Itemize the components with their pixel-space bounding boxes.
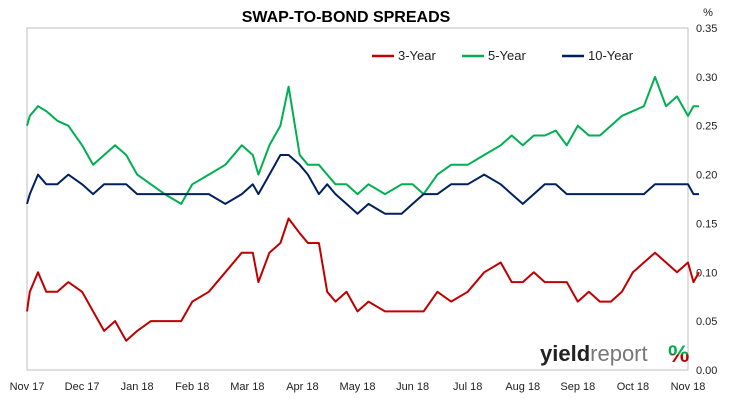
svg-text:yieldreport: yieldreport bbox=[540, 341, 648, 366]
y-tick-label: 0.15 bbox=[696, 218, 717, 230]
x-tick-label: Oct 18 bbox=[617, 381, 649, 393]
x-tick-label: Aug 18 bbox=[505, 381, 540, 393]
x-tick-label: Dec 17 bbox=[65, 381, 100, 393]
x-tick-label: Jul 18 bbox=[453, 381, 482, 393]
yieldreport-watermark: yieldreport % bbox=[540, 341, 689, 368]
legend-label: 5-Year bbox=[488, 48, 526, 63]
x-tick-label: Nov 18 bbox=[671, 381, 706, 393]
plot-frame bbox=[26, 27, 689, 371]
x-tick-label: Nov 17 bbox=[10, 381, 45, 393]
watermark-percent-symbol: % bbox=[668, 341, 689, 368]
series-lines bbox=[26, 75, 700, 342]
x-tick-label: Feb 18 bbox=[175, 381, 209, 393]
watermark-word-report: report bbox=[590, 341, 647, 366]
x-tick-label: Apr 18 bbox=[286, 381, 318, 393]
x-tick-label: Jan 18 bbox=[121, 381, 154, 393]
x-tick-label: May 18 bbox=[339, 381, 375, 393]
x-axis-tick-labels: Nov 17 Dec 17 Jan 18 Feb 18 Mar 18 Apr 18 May … bbox=[10, 381, 706, 393]
plot-border bbox=[26, 27, 689, 371]
legend: 3-Year 5-Year 10-Year bbox=[372, 48, 634, 63]
y-tick-label: 0.10 bbox=[696, 267, 717, 279]
legend-label: 3-Year bbox=[398, 48, 436, 63]
y-tick-label: 0.20 bbox=[696, 170, 717, 182]
y-axis-tick-labels: 0.00 0.05 0.10 0.15 0.20 0.25 0.30 0.35 bbox=[696, 23, 717, 377]
y-tick-label: 0.25 bbox=[696, 121, 717, 133]
y-tick-label: 0.05 bbox=[696, 316, 717, 328]
series-line-3-year bbox=[26, 217, 700, 342]
series-line-5-year bbox=[26, 75, 699, 205]
x-tick-label: Sep 18 bbox=[560, 381, 595, 393]
y-tick-label: 0.00 bbox=[696, 365, 717, 377]
chart-title: SWAP-TO-BOND SPREADS bbox=[242, 9, 451, 26]
y-tick-label: 0.30 bbox=[696, 72, 717, 84]
y-axis-unit-label: % bbox=[703, 7, 713, 19]
series-line-10-year bbox=[26, 154, 699, 215]
watermark-word-yield: yield bbox=[540, 341, 590, 366]
x-tick-label: Jun 18 bbox=[396, 381, 429, 393]
x-tick-label: Mar 18 bbox=[230, 381, 264, 393]
y-tick-label: 0.35 bbox=[696, 23, 717, 35]
legend-label: 10-Year bbox=[588, 48, 634, 63]
